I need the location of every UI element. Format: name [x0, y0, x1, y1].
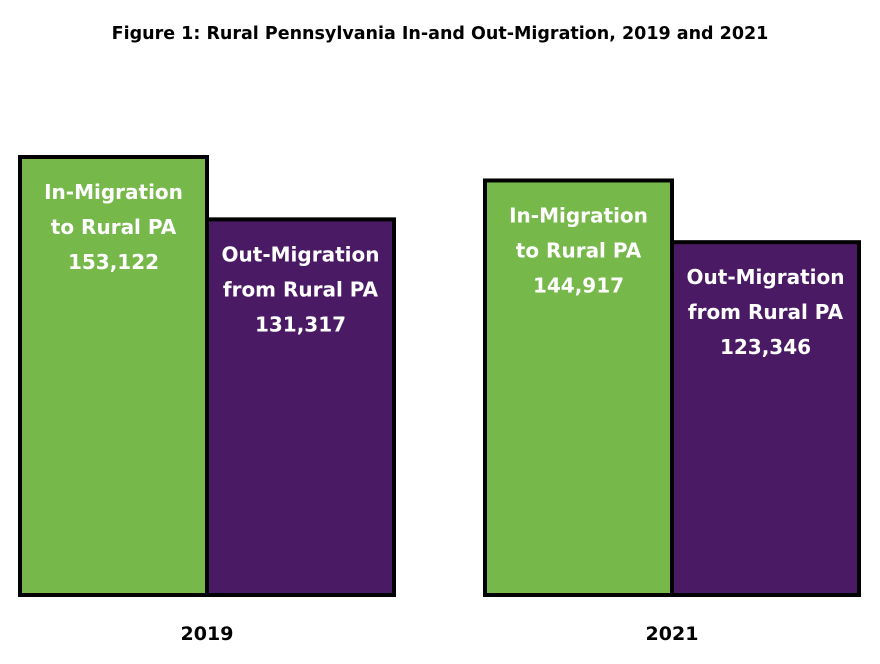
x-tick-label: 2019: [181, 623, 234, 645]
bar-label: to Rural PA: [516, 238, 642, 262]
bar-label: In-Migration: [44, 180, 183, 204]
out-migration-bar-2019: [205, 217, 396, 597]
x-tick-label: 2021: [646, 623, 699, 645]
data-label: 123,346: [720, 335, 811, 359]
in-migration-bar-2021: [483, 178, 674, 597]
out-migration-bar-2021: [670, 240, 861, 597]
data-label: 144,917: [533, 273, 624, 297]
bar-label: In-Migration: [509, 203, 648, 227]
bar-label: Out-Migration: [222, 242, 380, 266]
data-label: 153,122: [68, 250, 159, 274]
chart-title: Figure 1: Rural Pennsylvania In-and Out-…: [111, 24, 769, 44]
bar-label: to Rural PA: [51, 215, 177, 239]
data-label: 131,317: [255, 312, 346, 336]
bar-label: from Rural PA: [223, 277, 379, 301]
bar-label: Out-Migration: [687, 265, 845, 289]
bar-label: from Rural PA: [688, 300, 844, 324]
